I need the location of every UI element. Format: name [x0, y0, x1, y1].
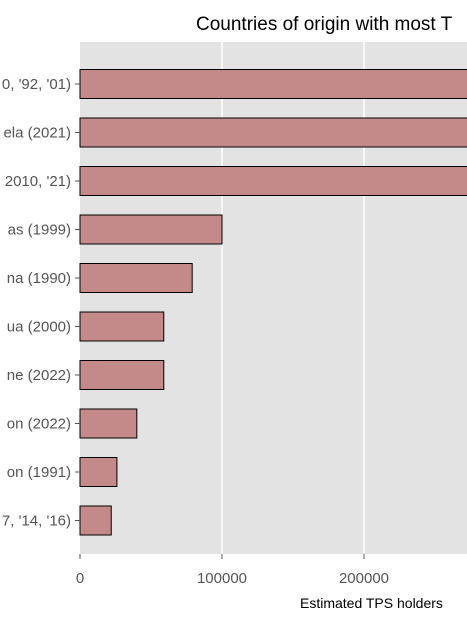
category-label: on (2022)	[7, 416, 71, 433]
category-label: on (1991)	[7, 464, 71, 481]
bar	[79, 505, 112, 536]
bars	[79, 69, 467, 536]
category-label: ua (2000)	[7, 319, 71, 336]
chart-title: Countries of origin with most T	[196, 14, 453, 35]
category-labels: 0, '92, '01) ela (2021) 2010, '21) as (1999…	[2, 76, 80, 530]
category-label: na (1990)	[7, 270, 71, 287]
bar	[79, 457, 118, 487]
bar	[79, 311, 165, 342]
bar	[79, 214, 223, 245]
bar	[79, 166, 467, 196]
category-label: 7, '14, '16)	[2, 513, 71, 530]
category-label: ela (2021)	[3, 125, 71, 142]
bar	[79, 263, 193, 293]
x-tick-labels: 0 100000 200000	[76, 554, 389, 587]
x-tick-label: 100000	[197, 570, 247, 587]
category-label: ne (2022)	[7, 367, 71, 384]
x-tick-label: 200000	[339, 570, 389, 587]
bar	[79, 360, 165, 390]
category-label: as (1999)	[8, 222, 71, 239]
bar	[79, 408, 138, 439]
category-label: 0, '92, '01)	[2, 76, 71, 93]
category-label: 2010, '21)	[5, 173, 71, 190]
bar	[79, 69, 467, 99]
x-tick-label: 0	[76, 570, 84, 587]
x-axis-label: Estimated TPS holders	[300, 595, 443, 611]
bar	[79, 117, 467, 148]
